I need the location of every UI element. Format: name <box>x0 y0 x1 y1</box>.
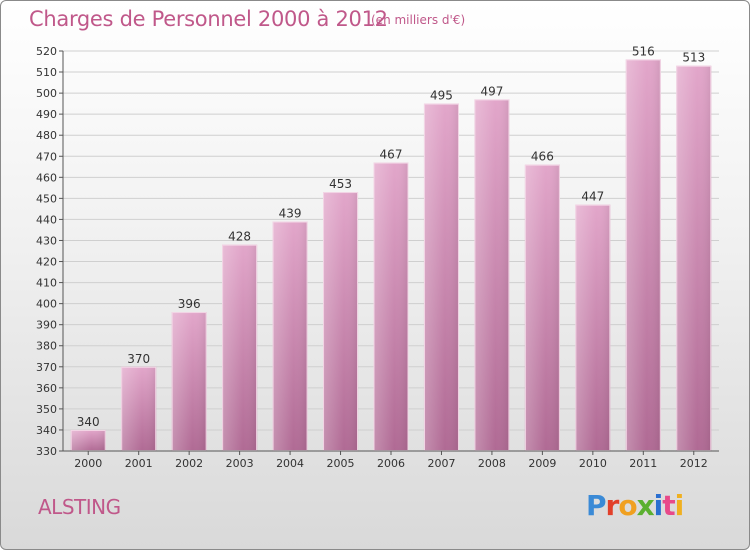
data-label: 428 <box>228 230 251 244</box>
x-tick-label: 2006 <box>377 457 405 470</box>
bar-2006 <box>373 162 409 451</box>
bar-2005 <box>323 192 359 452</box>
logo-letter: P <box>586 489 607 522</box>
bar-shine <box>171 312 207 451</box>
y-tick-label: 340 <box>36 424 57 437</box>
x-tick-label: 2000 <box>74 457 102 470</box>
bar-2008 <box>474 99 510 451</box>
y-tick-label: 410 <box>36 277 57 290</box>
y-tick-label: 380 <box>36 340 57 353</box>
y-tick-label: 450 <box>36 192 57 205</box>
logo-letter: o <box>618 489 637 522</box>
logo-letter: r <box>605 489 620 522</box>
x-tick-label: 2012 <box>680 457 708 470</box>
data-label: 340 <box>77 415 100 429</box>
bar-2000 <box>70 429 106 451</box>
bar-shine <box>70 429 106 451</box>
x-tick-label: 2003 <box>226 457 254 470</box>
logo-letter: i <box>674 489 685 522</box>
y-tick-label: 480 <box>36 129 57 142</box>
data-label: 497 <box>480 84 503 98</box>
y-tick-label: 350 <box>36 403 57 416</box>
data-label: 495 <box>430 89 453 103</box>
logo-letter: t <box>662 489 675 522</box>
data-label: 447 <box>581 190 604 204</box>
data-label: 513 <box>682 51 705 65</box>
x-tick-label: 2002 <box>175 457 203 470</box>
y-tick-label: 400 <box>36 298 57 311</box>
bar-2004 <box>272 221 308 451</box>
x-tick-label: 2010 <box>579 457 607 470</box>
bar-shine <box>423 103 459 451</box>
y-tick-label: 390 <box>36 319 57 332</box>
logo-letter: x <box>636 489 655 522</box>
bar-2007 <box>423 103 459 451</box>
y-tick-label: 520 <box>36 45 57 58</box>
x-tick-label: 2011 <box>629 457 657 470</box>
y-tick-label: 490 <box>36 108 57 121</box>
bar-shine <box>121 366 157 451</box>
y-tick-label: 500 <box>36 87 57 100</box>
y-tick-label: 460 <box>36 171 57 184</box>
y-tick-label: 430 <box>36 234 57 247</box>
y-tick-label: 360 <box>36 382 57 395</box>
bar-shine <box>625 59 661 451</box>
x-tick-label: 2008 <box>478 457 506 470</box>
bar-shine <box>373 162 409 451</box>
bar-shine <box>575 204 611 451</box>
chart-title: Charges de Personnel 2000 à 2012 <box>29 7 388 31</box>
data-label: 396 <box>178 297 201 311</box>
bar-2012 <box>676 65 712 451</box>
bar-shine <box>222 244 258 451</box>
bar-2003 <box>222 244 258 451</box>
data-label: 516 <box>632 44 655 58</box>
data-label: 370 <box>127 352 150 366</box>
commune-name: ALSTING <box>38 495 121 519</box>
x-tick-label: 2007 <box>427 457 455 470</box>
y-tick-label: 330 <box>36 445 57 458</box>
x-tick-label: 2004 <box>276 457 304 470</box>
y-tick-label: 440 <box>36 213 57 226</box>
bar-2009 <box>524 164 560 451</box>
y-tick-label: 510 <box>36 66 57 79</box>
bar-shine <box>474 99 510 451</box>
y-tick-label: 470 <box>36 150 57 163</box>
x-tick-label: 2005 <box>327 457 355 470</box>
logo-letter: i <box>653 489 664 522</box>
bar-2001 <box>121 366 157 451</box>
chart-subtitle: (en milliers d'€) <box>371 13 466 27</box>
bar-shine <box>323 192 359 452</box>
bar-shine <box>272 221 308 451</box>
data-label: 466 <box>531 150 554 164</box>
data-label: 467 <box>380 148 403 162</box>
data-label: 453 <box>329 177 352 191</box>
proxiti-logo: Proxiti <box>586 489 685 522</box>
bar-2002 <box>171 312 207 452</box>
bar-2011 <box>625 59 661 451</box>
bar-shine <box>676 65 712 451</box>
x-tick-label: 2009 <box>528 457 556 470</box>
bar-shine <box>524 164 560 451</box>
x-tick-label: 2001 <box>125 457 153 470</box>
data-label: 439 <box>279 207 302 221</box>
y-tick-label: 370 <box>36 361 57 374</box>
y-tick-label: 420 <box>36 256 57 269</box>
bar-2010 <box>575 204 611 451</box>
